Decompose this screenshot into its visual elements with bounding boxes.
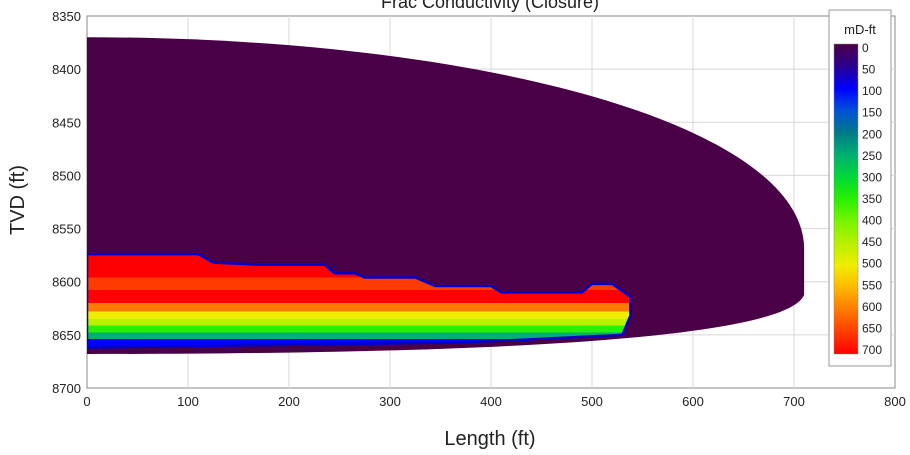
x-tick-label: 700 [783, 394, 805, 409]
y-tick-label: 8550 [52, 222, 81, 237]
colorbar-tick-label: 250 [862, 149, 882, 163]
colorbar-tick-label: 350 [862, 192, 882, 206]
y-tick-label: 8600 [52, 275, 81, 290]
colorbar-tick-label: 150 [862, 106, 882, 120]
x-tick-label: 400 [480, 394, 502, 409]
x-tick-label: 600 [682, 394, 704, 409]
x-tick-label: 500 [581, 394, 603, 409]
y-tick-label: 8400 [52, 62, 81, 77]
y-tick-labels: 8350 8400 8450 8500 8550 8600 8650 8700 [52, 9, 81, 396]
colorbar-tick-label: 0 [862, 41, 869, 55]
colorbar-tick-label: 50 [862, 63, 876, 77]
colorbar-title: mD-ft [844, 22, 876, 37]
colorbar-scale [834, 44, 858, 354]
colorbar-tick-label: 700 [862, 343, 882, 357]
chart-title: Frac Conductivity (Closure) [381, 0, 599, 12]
colorbar-tick-label: 100 [862, 84, 882, 98]
colorbar-tick-label: 550 [862, 278, 882, 292]
y-tick-label: 8700 [52, 381, 81, 396]
colorbar-legend: mD-ft 0 50 100 150 200 250 300 350 400 450 500 550 6… [829, 10, 891, 366]
x-tick-label: 300 [379, 394, 401, 409]
y-axis-label: TVD (ft) [7, 165, 29, 235]
y-tick-label: 8500 [52, 168, 81, 183]
colorbar-tick-label: 600 [862, 300, 882, 314]
colorbar-tick-label: 500 [862, 257, 882, 271]
colorbar-tick-label: 450 [862, 235, 882, 249]
colorbar-tick-label: 300 [862, 170, 882, 184]
colorbar-tick-label: 400 [862, 214, 882, 228]
x-tick-label: 800 [884, 394, 906, 409]
y-tick-label: 8450 [52, 115, 81, 130]
x-tick-labels: 0 100 200 300 400 500 600 700 800 [83, 394, 905, 409]
x-tick-label: 0 [83, 394, 90, 409]
x-tick-label: 100 [177, 394, 199, 409]
y-tick-label: 8650 [52, 328, 81, 343]
x-tick-label: 200 [278, 394, 300, 409]
y-tick-label: 8350 [52, 9, 81, 24]
x-axis-label: Length (ft) [444, 428, 535, 450]
colorbar-tick-label: 200 [862, 127, 882, 141]
colorbar-tick-label: 650 [862, 321, 882, 335]
